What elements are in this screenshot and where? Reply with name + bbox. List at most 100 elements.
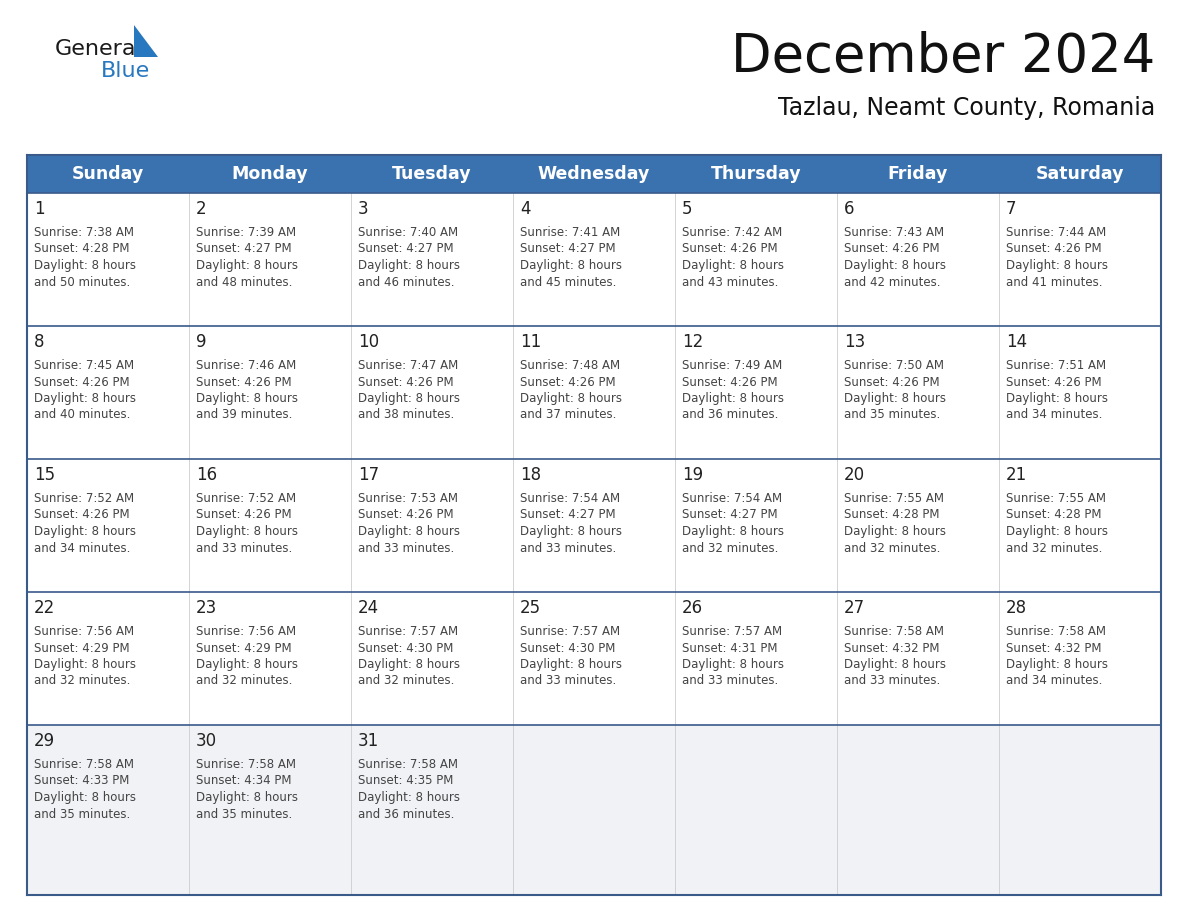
Text: 14: 14 [1006,333,1028,351]
Text: 23: 23 [196,599,217,617]
Text: Sunrise: 7:58 AM: Sunrise: 7:58 AM [1006,625,1106,638]
Text: and 42 minutes.: and 42 minutes. [843,275,941,288]
Text: Daylight: 8 hours: Daylight: 8 hours [843,392,946,405]
Text: Tazlau, Neamt County, Romania: Tazlau, Neamt County, Romania [778,96,1155,120]
Text: Daylight: 8 hours: Daylight: 8 hours [1006,392,1108,405]
Text: Sunset: 4:27 PM: Sunset: 4:27 PM [682,509,778,521]
Text: Sunset: 4:32 PM: Sunset: 4:32 PM [843,642,940,655]
Text: December 2024: December 2024 [731,31,1155,83]
Text: and 33 minutes.: and 33 minutes. [196,542,292,554]
Text: 19: 19 [682,466,703,484]
Text: Sunrise: 7:58 AM: Sunrise: 7:58 AM [34,758,134,771]
Text: Sunrise: 7:50 AM: Sunrise: 7:50 AM [843,359,944,372]
Text: Sunrise: 7:58 AM: Sunrise: 7:58 AM [843,625,944,638]
Text: 16: 16 [196,466,217,484]
Text: Daylight: 8 hours: Daylight: 8 hours [843,525,946,538]
Text: and 34 minutes.: and 34 minutes. [34,542,131,554]
Text: Sunrise: 7:55 AM: Sunrise: 7:55 AM [1006,492,1106,505]
Text: Sunrise: 7:53 AM: Sunrise: 7:53 AM [358,492,459,505]
Text: 5: 5 [682,200,693,218]
Text: Daylight: 8 hours: Daylight: 8 hours [196,658,298,671]
Text: Sunrise: 7:43 AM: Sunrise: 7:43 AM [843,226,944,239]
Text: Sunrise: 7:45 AM: Sunrise: 7:45 AM [34,359,134,372]
Text: Sunrise: 7:49 AM: Sunrise: 7:49 AM [682,359,782,372]
Text: Sunset: 4:30 PM: Sunset: 4:30 PM [520,642,615,655]
Text: Sunset: 4:30 PM: Sunset: 4:30 PM [358,642,454,655]
Text: and 33 minutes.: and 33 minutes. [358,542,454,554]
Text: Sunset: 4:26 PM: Sunset: 4:26 PM [520,375,615,388]
Text: Sunrise: 7:57 AM: Sunrise: 7:57 AM [520,625,620,638]
Text: and 36 minutes.: and 36 minutes. [682,409,778,421]
Text: Sunset: 4:26 PM: Sunset: 4:26 PM [682,375,778,388]
Text: Sunset: 4:26 PM: Sunset: 4:26 PM [358,375,454,388]
Text: 25: 25 [520,599,541,617]
Text: Sunset: 4:32 PM: Sunset: 4:32 PM [1006,642,1101,655]
Text: Daylight: 8 hours: Daylight: 8 hours [1006,525,1108,538]
Text: Sunset: 4:26 PM: Sunset: 4:26 PM [843,242,940,255]
Text: Sunrise: 7:56 AM: Sunrise: 7:56 AM [196,625,296,638]
Bar [27,725,1161,895]
Text: 3: 3 [358,200,368,218]
Text: Daylight: 8 hours: Daylight: 8 hours [358,259,460,272]
Text: Sunset: 4:27 PM: Sunset: 4:27 PM [196,242,291,255]
Text: Sunday: Sunday [72,165,144,183]
Text: and 32 minutes.: and 32 minutes. [1006,542,1102,554]
Text: Daylight: 8 hours: Daylight: 8 hours [520,658,623,671]
Bar [27,459,1161,592]
Text: Sunset: 4:27 PM: Sunset: 4:27 PM [358,242,454,255]
Text: Sunset: 4:26 PM: Sunset: 4:26 PM [1006,375,1101,388]
Text: 21: 21 [1006,466,1028,484]
Text: Daylight: 8 hours: Daylight: 8 hours [34,658,135,671]
Text: 8: 8 [34,333,44,351]
Text: Daylight: 8 hours: Daylight: 8 hours [358,791,460,804]
Text: 6: 6 [843,200,854,218]
Text: and 50 minutes.: and 50 minutes. [34,275,131,288]
Text: Daylight: 8 hours: Daylight: 8 hours [682,658,784,671]
Text: 10: 10 [358,333,379,351]
Text: Sunrise: 7:47 AM: Sunrise: 7:47 AM [358,359,459,372]
Text: Daylight: 8 hours: Daylight: 8 hours [196,259,298,272]
Text: 13: 13 [843,333,865,351]
Bar [27,326,1161,459]
Text: and 39 minutes.: and 39 minutes. [196,409,292,421]
Text: Sunrise: 7:42 AM: Sunrise: 7:42 AM [682,226,782,239]
Text: Thursday: Thursday [710,165,802,183]
Text: Sunset: 4:29 PM: Sunset: 4:29 PM [196,642,291,655]
Text: Sunset: 4:26 PM: Sunset: 4:26 PM [34,509,129,521]
Text: and 35 minutes.: and 35 minutes. [34,808,131,821]
Text: and 33 minutes.: and 33 minutes. [520,675,617,688]
Text: 26: 26 [682,599,703,617]
Text: and 43 minutes.: and 43 minutes. [682,275,778,288]
Text: Sunrise: 7:44 AM: Sunrise: 7:44 AM [1006,226,1106,239]
Text: 17: 17 [358,466,379,484]
Text: Friday: Friday [887,165,948,183]
Text: Sunrise: 7:57 AM: Sunrise: 7:57 AM [358,625,459,638]
Text: 18: 18 [520,466,541,484]
Text: 28: 28 [1006,599,1028,617]
Text: and 41 minutes.: and 41 minutes. [1006,275,1102,288]
Text: 4: 4 [520,200,531,218]
Text: Sunrise: 7:39 AM: Sunrise: 7:39 AM [196,226,296,239]
Text: Sunrise: 7:58 AM: Sunrise: 7:58 AM [358,758,459,771]
Text: and 35 minutes.: and 35 minutes. [843,409,940,421]
Text: Daylight: 8 hours: Daylight: 8 hours [682,525,784,538]
Text: Sunset: 4:26 PM: Sunset: 4:26 PM [196,509,291,521]
Text: Daylight: 8 hours: Daylight: 8 hours [196,392,298,405]
Text: Sunset: 4:33 PM: Sunset: 4:33 PM [34,775,129,788]
Text: Sunrise: 7:52 AM: Sunrise: 7:52 AM [196,492,296,505]
Text: Sunrise: 7:54 AM: Sunrise: 7:54 AM [520,492,620,505]
Text: and 48 minutes.: and 48 minutes. [196,275,292,288]
Text: and 32 minutes.: and 32 minutes. [843,542,941,554]
Text: Blue: Blue [101,61,150,81]
Text: Sunset: 4:26 PM: Sunset: 4:26 PM [1006,242,1101,255]
Text: and 32 minutes.: and 32 minutes. [34,675,131,688]
Text: Sunrise: 7:41 AM: Sunrise: 7:41 AM [520,226,620,239]
Text: Daylight: 8 hours: Daylight: 8 hours [358,658,460,671]
Text: 12: 12 [682,333,703,351]
Text: 30: 30 [196,732,217,750]
Text: Monday: Monday [232,165,309,183]
Text: 7: 7 [1006,200,1017,218]
Text: Daylight: 8 hours: Daylight: 8 hours [34,791,135,804]
Text: and 37 minutes.: and 37 minutes. [520,409,617,421]
Bar [27,193,1161,326]
